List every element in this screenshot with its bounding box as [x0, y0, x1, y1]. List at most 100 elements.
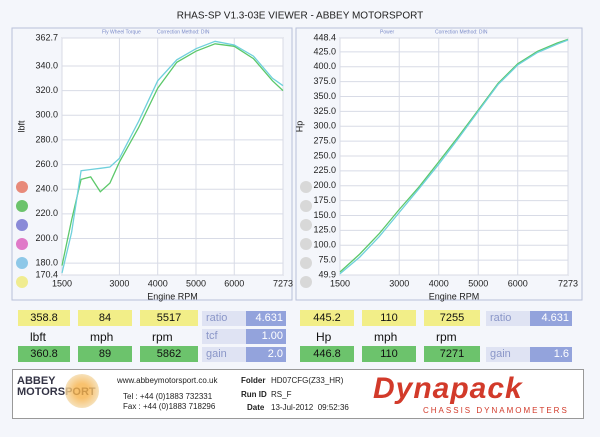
field-value: 13-Jul-2012 09:52:36: [271, 403, 349, 412]
fax: Fax : +44 (0)1883 718296: [123, 402, 216, 411]
setting-value: 4.631: [246, 311, 286, 326]
readout: 360.8: [18, 346, 70, 362]
setting-value: 1.00: [246, 329, 286, 344]
readout: 446.8: [300, 346, 354, 362]
y-tick-label: 250.0: [313, 150, 336, 160]
annotation: Correction Method: DIN: [435, 29, 488, 35]
y-tick-label: 225.0: [313, 165, 336, 175]
y-tick-label: 320.0: [35, 85, 58, 95]
readout: 358.8: [18, 310, 70, 326]
y-tick-label: 275.0: [313, 136, 336, 146]
y-tick-label: 340.0: [35, 60, 58, 70]
readout: 445.2: [300, 310, 354, 326]
field-label: Run ID: [241, 390, 267, 399]
y-tick-label: 170.4: [35, 269, 58, 279]
readout: 84: [78, 310, 132, 326]
readout-label: lbft: [30, 330, 47, 344]
field-value: RS_F: [271, 390, 292, 399]
setting-label: gain: [486, 347, 530, 362]
website: www.abbeymotorsport.co.uk: [117, 376, 218, 385]
y-tick-label: 325.0: [313, 106, 336, 116]
logo-sun: [65, 374, 99, 408]
annotation: Fly Wheel Torque: [102, 29, 141, 35]
panel: [295, 27, 583, 301]
x-tick-label: 3000: [109, 278, 129, 288]
annotation: Correction Method: DIN: [157, 29, 210, 35]
x-tick-label: 7273: [558, 278, 578, 288]
setting-label: ratio: [202, 311, 246, 326]
series-line: [339, 38, 569, 273]
field-label: Date: [247, 403, 265, 412]
y-tick-label: 180.0: [35, 258, 58, 268]
y-tick-label: 300.0: [313, 121, 336, 131]
x-tick-label: 6000: [508, 278, 528, 288]
setting-value: 2.0: [246, 347, 286, 362]
plot-area: [61, 37, 284, 276]
y-axis-label: lbft: [16, 120, 26, 133]
x-tick-label: 1500: [52, 278, 72, 288]
brand: Dynapack: [373, 372, 523, 405]
x-tick-label: 3000: [389, 278, 409, 288]
y-tick-label: 150.0: [313, 210, 336, 220]
x-axis-label: Engine RPM: [429, 291, 480, 301]
readout: 89: [78, 346, 132, 362]
title: RHAS-SP V1.3-03E VIEWER - ABBEY MOTORSPO…: [177, 11, 424, 22]
tel: Tel : +44 (0)1883 732331: [123, 392, 213, 401]
y-tick-label: 125.0: [313, 225, 336, 235]
x-tick-label: 6000: [224, 278, 244, 288]
y-tick-label: 350.0: [313, 91, 336, 101]
y-tick-label: 49.9: [318, 269, 336, 279]
readout: 7271: [424, 346, 480, 362]
x-tick-label: 7273: [273, 278, 293, 288]
readout: 5517: [140, 310, 198, 326]
y-tick-label: 280.0: [35, 134, 58, 144]
y-tick-label: 400.0: [313, 61, 336, 71]
y-tick-label: 200.0: [313, 180, 336, 190]
setting-label: gain: [202, 347, 246, 362]
panel: [11, 27, 293, 301]
marker-dots: [16, 181, 312, 288]
setting-value: 4.631: [530, 311, 572, 326]
readout-label: mph: [374, 330, 398, 344]
field-value: HD07CFG(Z33_HR): [271, 376, 344, 385]
setting-label: tcf: [202, 329, 246, 344]
logo: ABBEY MOTORSPORT: [17, 376, 96, 398]
setting-label: ratio: [486, 311, 530, 326]
field-label: Folder: [241, 376, 266, 385]
logo-text: MOTORSPORT: [17, 386, 96, 398]
x-tick-label: 5000: [186, 278, 206, 288]
y-tick-label: 200.0: [35, 233, 58, 243]
y-tick-label: 448.4: [313, 32, 336, 42]
readout: 5862: [140, 346, 198, 362]
x-tick-label: 1500: [330, 278, 350, 288]
logo-text: ABBEY: [17, 375, 56, 387]
y-tick-label: 260.0: [35, 159, 58, 169]
y-axis-label: Hp: [294, 121, 304, 133]
y-tick-label: 300.0: [35, 110, 58, 120]
setting-value: 1.6: [530, 347, 572, 362]
readout-label: mph: [90, 330, 114, 344]
x-axis-label: Engine RPM: [147, 291, 198, 301]
footer: ABBEY MOTORSPORT www.abbeymotorsport.co.…: [12, 369, 584, 419]
y-tick-label: 75.0: [318, 254, 336, 264]
readout: 110: [362, 310, 416, 326]
readout-label: Hp: [316, 330, 332, 344]
series-line: [339, 39, 569, 275]
x-tick-label: 4000: [148, 278, 168, 288]
x-tick-label: 5000: [468, 278, 488, 288]
series-line: [61, 43, 284, 266]
annotation: Power: [380, 29, 395, 35]
series-line: [61, 40, 284, 274]
y-tick-label: 175.0: [313, 195, 336, 205]
readout-label: rpm: [436, 330, 457, 344]
readout: 110: [362, 346, 416, 362]
y-tick-label: 100.0: [313, 240, 336, 250]
y-tick-label: 220.0: [35, 208, 58, 218]
brand-sub: CHASSIS DYNAMOMETERS: [423, 406, 569, 415]
x-tick-label: 4000: [429, 278, 449, 288]
readout-label: rpm: [152, 330, 173, 344]
y-tick-label: 362.7: [35, 32, 58, 42]
y-tick-label: 375.0: [313, 76, 336, 86]
